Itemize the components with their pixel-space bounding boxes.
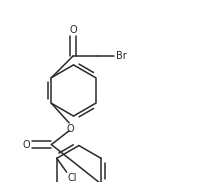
Text: O: O xyxy=(66,124,74,134)
Text: Br: Br xyxy=(116,51,127,61)
Text: O: O xyxy=(22,139,30,149)
Text: O: O xyxy=(69,25,77,35)
Text: Cl: Cl xyxy=(68,173,77,183)
